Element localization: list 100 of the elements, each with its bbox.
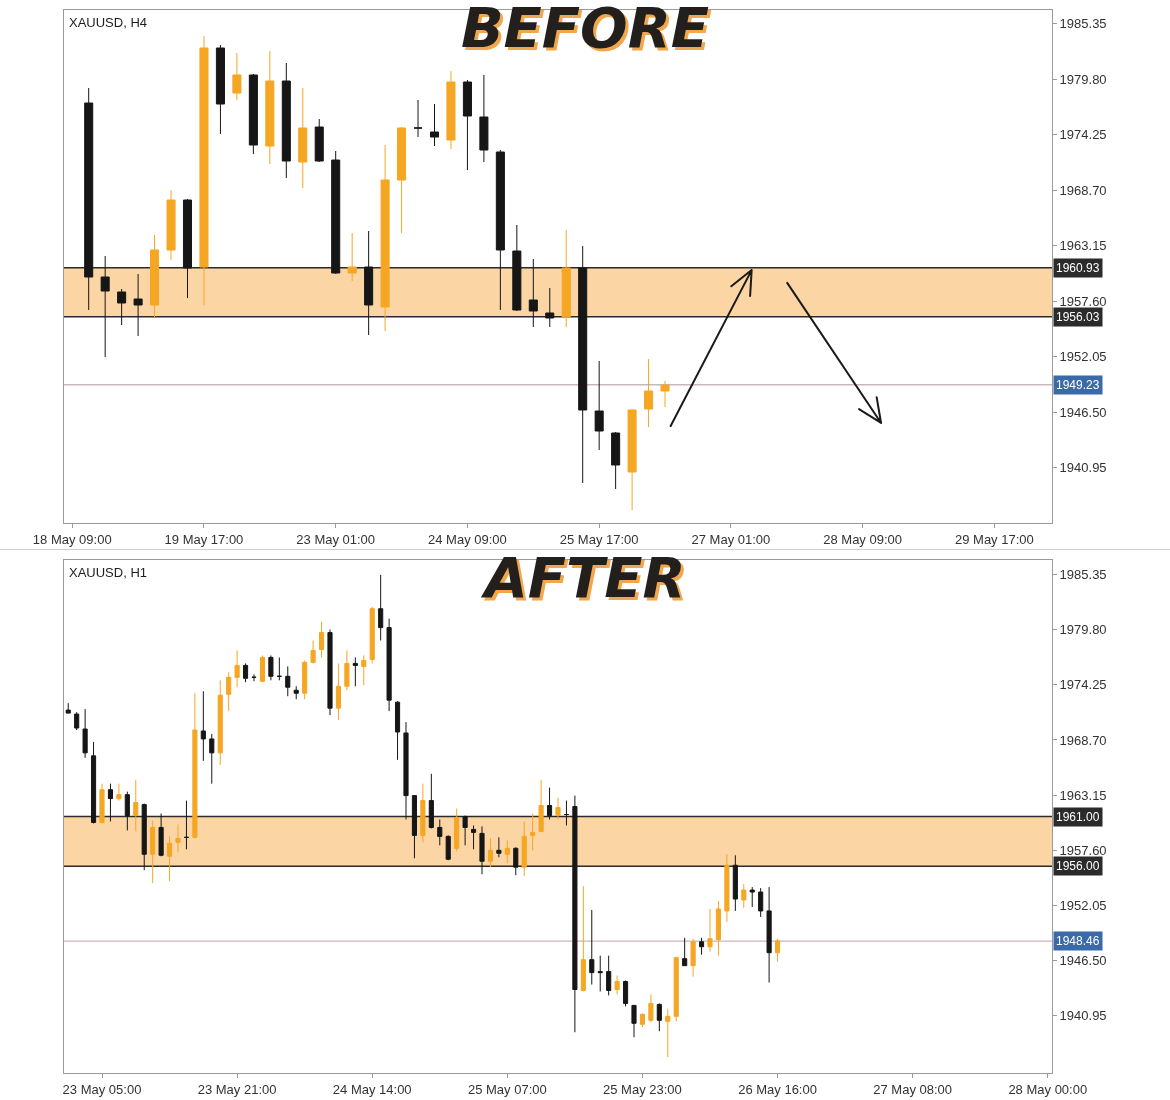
candlestick xyxy=(479,825,485,875)
candlestick xyxy=(285,665,291,697)
candlestick xyxy=(268,654,274,681)
candlestick xyxy=(614,975,620,995)
candlestick xyxy=(215,44,225,135)
candlestick xyxy=(749,886,755,908)
candlestick xyxy=(411,795,418,859)
y-tick-label: 1968.70 xyxy=(1059,182,1107,198)
candlestick xyxy=(580,885,586,992)
candlestick xyxy=(318,621,325,658)
candlestick xyxy=(572,795,578,1033)
candlestick xyxy=(84,87,94,311)
candlestick xyxy=(344,649,350,691)
ref-line-label: 1948.46 xyxy=(1056,934,1100,948)
candlestick xyxy=(513,846,519,876)
candlestick xyxy=(182,198,193,299)
candlestick xyxy=(631,1004,637,1038)
candlestick xyxy=(606,955,612,996)
candlestick xyxy=(352,656,358,687)
candlestick xyxy=(232,52,242,101)
candlestick xyxy=(100,255,110,358)
candlestick xyxy=(90,741,97,824)
y-tick-label: 1963.15 xyxy=(1059,238,1107,254)
candlestick xyxy=(538,779,544,833)
candlestick xyxy=(758,887,764,918)
candlestick xyxy=(117,288,127,326)
candlestick xyxy=(302,659,308,700)
candlestick xyxy=(724,853,730,923)
y-tick-label: 1974.25 xyxy=(1059,127,1107,143)
x-tick-label: 23 May 01:00 xyxy=(296,531,376,547)
candlestick xyxy=(380,144,390,332)
candlestick xyxy=(766,886,772,984)
candlestick xyxy=(133,779,139,832)
candlestick xyxy=(265,50,275,165)
candlestick xyxy=(611,431,621,490)
candlestick xyxy=(99,783,105,824)
candlestick xyxy=(158,813,164,857)
candlestick xyxy=(445,834,451,861)
candlestick xyxy=(487,837,494,868)
y-tick-label: 1940.95 xyxy=(1059,1008,1107,1024)
candlestick xyxy=(209,733,215,785)
y-tick-label: 1946.50 xyxy=(1059,404,1107,420)
candlestick xyxy=(454,808,460,852)
candlestick xyxy=(496,836,502,858)
y-tick-label: 1979.80 xyxy=(1059,71,1107,87)
candlestick xyxy=(276,656,282,681)
candlestick xyxy=(248,73,258,155)
candlestick xyxy=(364,230,374,336)
x-tick-label: 24 May 14:00 xyxy=(332,1081,412,1097)
candlestick xyxy=(622,980,629,1007)
y-tick-label: 1963.15 xyxy=(1059,787,1107,803)
candlestick xyxy=(660,380,670,408)
x-tick-label: 19 May 17:00 xyxy=(164,531,244,547)
candlestick xyxy=(530,813,536,851)
candlestick xyxy=(563,800,570,826)
candlestick xyxy=(369,606,375,664)
chart-title: BEFORE xyxy=(460,0,710,61)
candlestick xyxy=(378,574,384,642)
candlestick xyxy=(166,835,173,882)
candlestick xyxy=(707,908,713,953)
candlestick xyxy=(437,818,443,846)
ref-line-label: 1961.00 xyxy=(1056,810,1100,824)
candlestick xyxy=(403,721,409,820)
candlestick xyxy=(555,797,561,820)
candlestick xyxy=(314,118,324,163)
candlestick xyxy=(397,126,407,234)
ref-line-label: 1956.00 xyxy=(1056,859,1100,873)
candlestick xyxy=(698,937,705,956)
candlestick xyxy=(627,408,637,511)
y-tick-label: 1979.80 xyxy=(1059,622,1107,638)
x-tick-label: 18 May 09:00 xyxy=(32,531,112,547)
candlestick xyxy=(298,87,308,189)
y-tick-label: 1952.05 xyxy=(1059,349,1107,365)
x-tick-label: 29 May 17:00 xyxy=(954,531,1034,547)
candlestick xyxy=(420,783,426,843)
candlestick xyxy=(133,273,143,337)
candlestick xyxy=(521,820,527,877)
candlestick xyxy=(665,1008,671,1058)
candlestick xyxy=(644,358,654,428)
candlestick xyxy=(561,229,571,328)
candlestick xyxy=(648,993,654,1023)
candlestick xyxy=(217,679,223,766)
x-tick-label: 23 May 05:00 xyxy=(62,1081,142,1097)
candlestick xyxy=(281,62,291,179)
chart-subtitle: XAUUSD, H4 xyxy=(69,15,148,30)
candlestick xyxy=(639,1012,646,1028)
candlestick xyxy=(192,692,198,839)
x-tick-label: 26 May 16:00 xyxy=(738,1081,817,1097)
y-tick-label: 1968.70 xyxy=(1059,732,1107,748)
candlestick xyxy=(429,103,440,147)
candlestick xyxy=(741,883,747,909)
candlestick xyxy=(234,649,240,688)
x-tick-label: 28 May 00:00 xyxy=(1008,1081,1088,1097)
candlestick xyxy=(682,937,688,967)
candlestick xyxy=(347,232,357,282)
candlestick xyxy=(690,938,696,978)
candlestick xyxy=(150,819,156,884)
candlestick xyxy=(594,360,604,451)
candlestick xyxy=(74,711,80,731)
candlestick xyxy=(65,702,71,714)
